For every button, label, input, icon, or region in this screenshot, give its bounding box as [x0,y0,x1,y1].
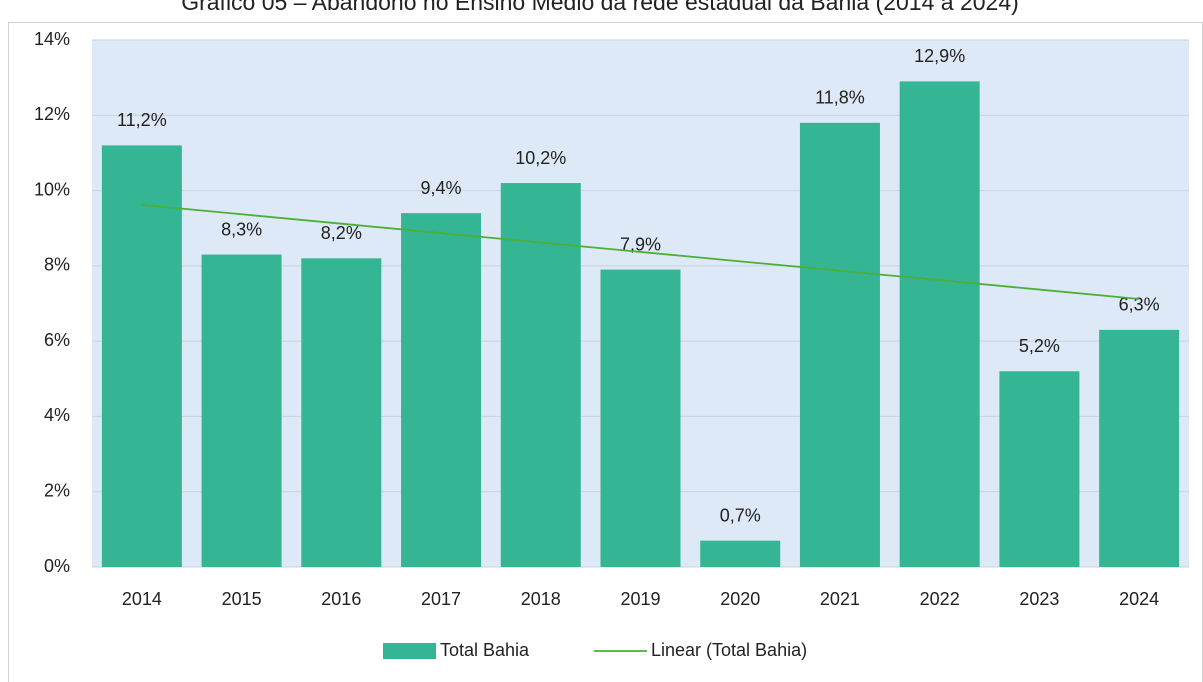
x-tick-label: 2015 [222,589,262,609]
legend-label: Total Bahia [440,640,530,660]
x-tick-label: 2021 [820,589,860,609]
legend-swatch [383,643,436,659]
bar [500,183,581,568]
y-tick-label: 8% [44,255,70,275]
data-label: 8,2% [321,223,362,243]
legend-label: Linear (Total Bahia) [651,640,807,660]
trend-line [141,203,1140,300]
x-tick-label: 2024 [1119,589,1159,609]
x-tick-label: 2014 [122,589,162,609]
bar [101,145,182,567]
bar [201,254,282,568]
y-tick-label: 4% [44,405,70,425]
bar [1099,329,1180,567]
y-tick-label: 14% [34,29,70,49]
bar [700,540,781,567]
x-tick-label: 2020 [720,589,760,609]
x-tick-label: 2022 [920,589,960,609]
data-label: 5,2% [1019,336,1060,356]
data-label: 10,2% [515,148,566,168]
y-tick-label: 0% [44,556,70,576]
bar [401,213,482,567]
bar [600,269,681,567]
data-label: 9,4% [421,178,462,198]
bar [999,371,1080,567]
data-label: 6,3% [1119,295,1160,315]
data-label: 12,9% [914,46,965,66]
x-tick-label: 2019 [620,589,660,609]
x-tick-label: 2023 [1019,589,1059,609]
y-tick-label: 2% [44,480,70,500]
data-label: 8,3% [221,219,262,239]
data-label: 0,7% [720,505,761,525]
x-tick-label: 2018 [521,589,561,609]
x-tick-label: 2017 [421,589,461,609]
chart-title: Gráfico 05 – Abandono no Ensino Médio da… [181,0,1019,15]
data-label: 11,8% [815,88,865,108]
bar [799,122,880,568]
y-tick-label: 6% [44,330,70,350]
data-label: 7,9% [620,234,661,254]
data-label: 11,2% [117,110,167,130]
x-tick-label: 2016 [321,589,361,609]
bar [301,258,382,567]
y-tick-label: 10% [34,179,70,199]
y-tick-label: 12% [34,104,70,124]
bar [899,81,980,568]
